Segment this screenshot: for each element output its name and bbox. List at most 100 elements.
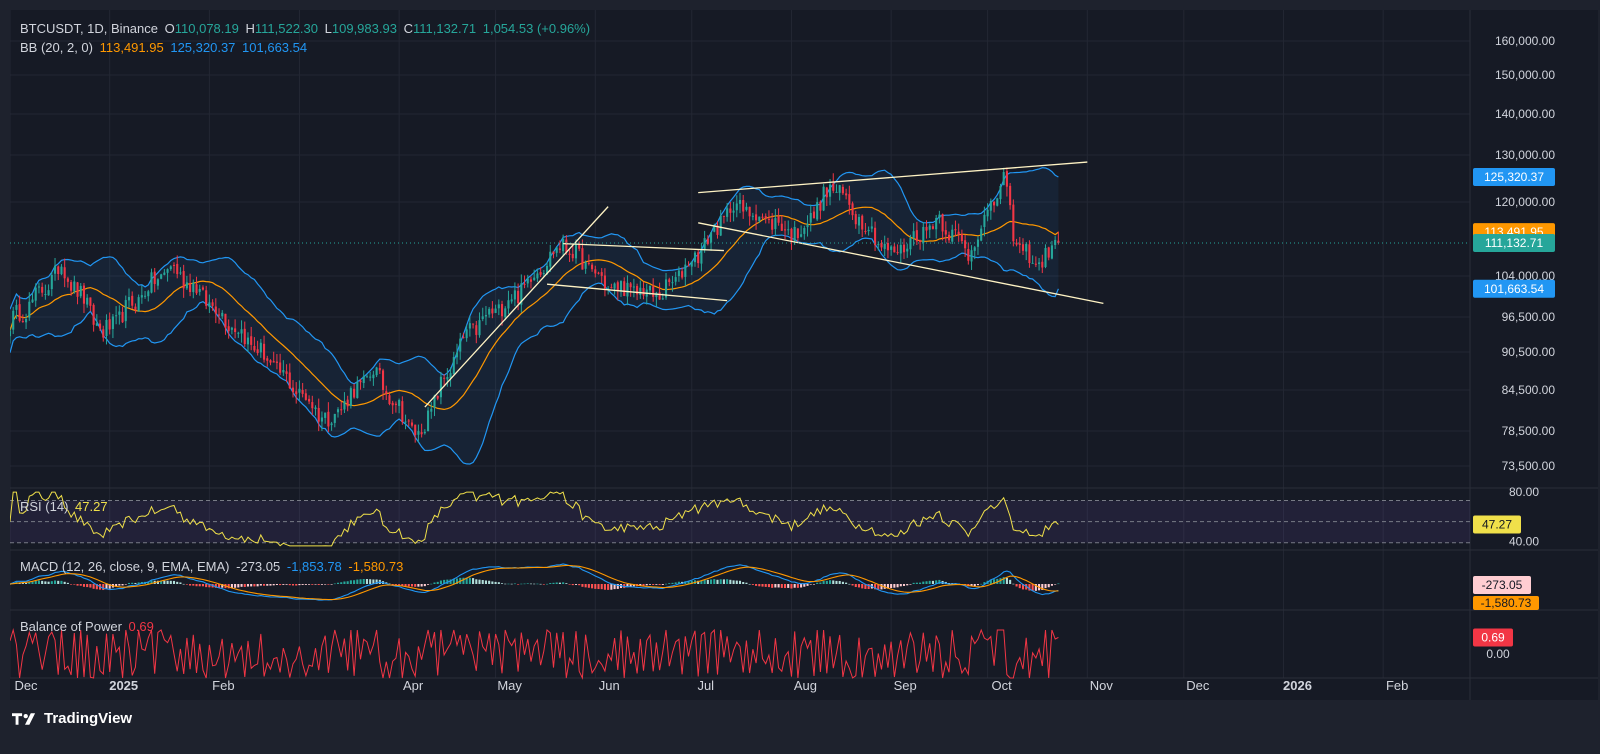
symbol-title: BTCUSDT, 1D, Binance xyxy=(20,21,158,36)
bb-lower-line xyxy=(10,234,1059,465)
price-tick-label: 160,000.00 xyxy=(1495,34,1555,48)
candle xyxy=(674,271,677,286)
candle xyxy=(436,395,439,401)
candle xyxy=(980,225,983,242)
candle xyxy=(166,268,169,282)
chart-area[interactable]: 160,000.00 150,000.00 140,000.00 130,000.00… xyxy=(10,10,1598,700)
macd-hist-bar xyxy=(922,581,925,584)
candle xyxy=(452,351,455,375)
macd-hist-bar xyxy=(812,584,816,585)
macd-legend[interactable]: MACD (12, 26, close, 9, EMA, EMA) -273.0… xyxy=(20,559,406,574)
brand[interactable]: TradingView xyxy=(12,710,132,727)
bb-lower-value: 101,663.54 xyxy=(242,40,308,55)
macd-hist-bar xyxy=(375,579,378,584)
candle-body xyxy=(941,214,944,232)
candle xyxy=(529,276,533,289)
candle xyxy=(172,262,176,274)
candle xyxy=(308,395,311,405)
symbol-legend[interactable]: BTCUSDT, 1D, Binance O110,078.19 H111,52… xyxy=(20,21,593,36)
macd-hist-bar xyxy=(452,578,455,584)
bop-badge-text: 0.69 xyxy=(1481,630,1505,644)
candle xyxy=(681,267,684,280)
macd-hist-bar xyxy=(993,579,996,584)
macd-hist-bar xyxy=(234,584,237,588)
macd-hist-bar xyxy=(243,584,246,587)
candle-body xyxy=(333,413,336,423)
candle xyxy=(552,251,555,259)
candle xyxy=(192,279,195,299)
macd-hist-value: -1,580.73 xyxy=(348,559,404,574)
candle xyxy=(642,282,645,300)
macd-hist-bar xyxy=(648,584,652,585)
candle xyxy=(430,401,433,419)
candle-body xyxy=(983,214,986,228)
macd-hist-bar xyxy=(28,582,31,584)
macd-hist-bar xyxy=(912,582,915,584)
candle xyxy=(793,220,796,245)
candle xyxy=(410,419,414,428)
candle-body xyxy=(732,210,735,213)
candle xyxy=(697,249,700,268)
macd-hist-bar xyxy=(430,583,433,585)
macd-hist-bar xyxy=(127,582,131,584)
candle-body xyxy=(356,382,359,398)
candle xyxy=(182,264,185,298)
time-tick-label: Oct xyxy=(992,678,1013,693)
chart-canvas[interactable]: 160,000.00 150,000.00 140,000.00 130,000.00… xyxy=(10,10,1598,700)
candle-body xyxy=(70,282,73,291)
macd-badge-2: -1,580.73 xyxy=(1473,596,1539,610)
candle xyxy=(108,312,111,335)
macd-hist-bar xyxy=(230,584,233,589)
candle-body xyxy=(275,361,278,363)
macd-hist-bar xyxy=(925,581,928,584)
candle-body xyxy=(82,285,86,304)
macd-hist-bar xyxy=(189,584,192,586)
candle-body xyxy=(771,219,774,230)
macd-hist-bar xyxy=(658,584,661,585)
candle-body xyxy=(568,253,571,255)
candle-body xyxy=(491,308,494,314)
candle-body xyxy=(1015,242,1018,245)
macd-hist-bar xyxy=(427,584,430,585)
bop-legend[interactable]: Balance of Power 0.69 xyxy=(20,619,157,634)
macd-hist-bar xyxy=(722,579,725,584)
candle xyxy=(253,337,256,353)
macd-hist-bar xyxy=(793,584,796,588)
bop-badge-bg xyxy=(1473,628,1513,647)
candle xyxy=(983,206,986,237)
candle xyxy=(947,231,951,244)
candle xyxy=(523,275,526,289)
candle-body xyxy=(755,214,758,221)
macd-hist-bar xyxy=(661,584,664,585)
high-label: H xyxy=(245,21,255,36)
macd-hist-bar xyxy=(115,584,118,587)
rsi-bottom-tick: 40.00 xyxy=(1509,535,1539,549)
macd-hist-bar xyxy=(578,584,581,586)
macd-hist-bar xyxy=(819,582,822,584)
candle-body xyxy=(632,286,635,288)
candle-body xyxy=(594,269,597,274)
candle xyxy=(153,267,156,293)
candle xyxy=(587,254,590,266)
candle xyxy=(1015,238,1018,247)
candle-body xyxy=(626,282,629,297)
candle xyxy=(481,307,484,322)
candle-body xyxy=(37,286,40,288)
candle xyxy=(21,314,24,323)
candle-body xyxy=(764,216,767,219)
macd-hist-bar xyxy=(613,584,616,590)
candle-body xyxy=(655,292,658,298)
candle-body xyxy=(330,423,333,426)
candle xyxy=(488,307,491,318)
macd-hist-bar xyxy=(845,582,848,584)
rsi-legend[interactable]: RSI (14) 47.27 xyxy=(20,499,111,514)
candle xyxy=(568,249,571,262)
macd-hist-bar xyxy=(478,579,481,584)
bb-legend[interactable]: BB (20, 2, 0) 113,491.95 125,320.37 101,… xyxy=(20,40,310,55)
candle-body xyxy=(552,251,555,254)
candle-body xyxy=(343,401,346,410)
candle xyxy=(758,216,761,223)
candle xyxy=(761,213,764,220)
macd-hist-bar xyxy=(63,581,66,584)
candle-body xyxy=(546,265,549,275)
